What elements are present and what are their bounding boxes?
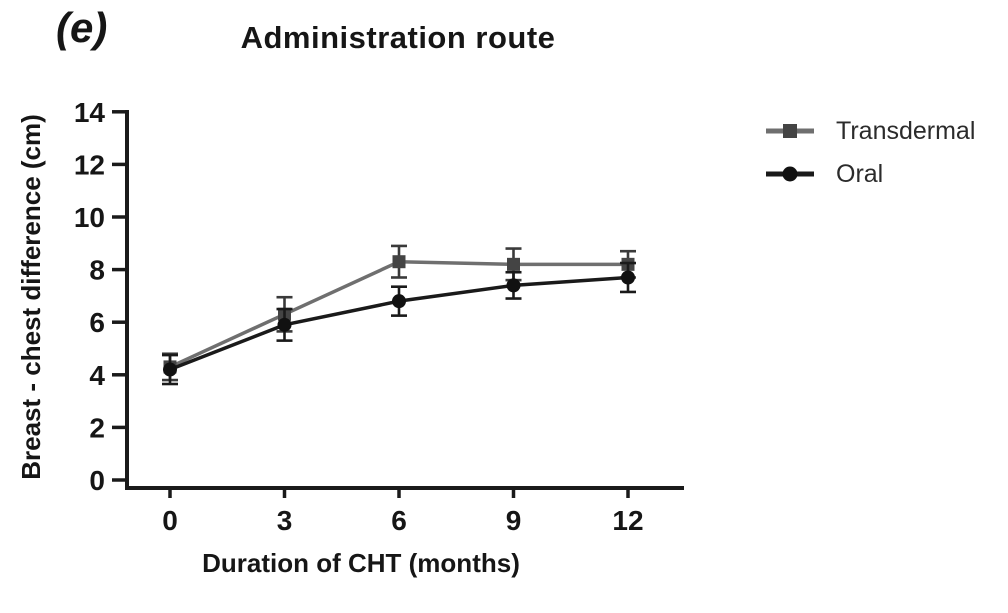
chart-title: Administration route [240, 20, 556, 55]
legend-label-transdermal: Transdermal [836, 116, 976, 145]
y-tick-label: 12 [74, 149, 105, 180]
y-axis-ticks: 0 2 4 6 8 10 12 14 [74, 97, 127, 496]
y-tick-label: 2 [89, 412, 105, 443]
legend-item-transdermal: Transdermal [766, 116, 975, 146]
data-point-circle [621, 270, 635, 285]
x-tick-label: 12 [612, 505, 643, 536]
y-tick-label: 10 [74, 202, 105, 233]
data-point-circle [163, 362, 177, 377]
x-axis-ticks: 0 3 6 9 12 [162, 488, 644, 536]
x-tick-label: 9 [506, 505, 522, 536]
data-point-circle [392, 294, 406, 309]
data-point-circle [277, 317, 292, 332]
axes [125, 110, 684, 490]
data-point-square [392, 255, 406, 269]
chart-legend: Transdermal Oral [766, 116, 975, 189]
x-tick-label: 0 [162, 505, 178, 536]
x-tick-label: 3 [277, 505, 293, 536]
y-tick-label: 6 [89, 307, 105, 338]
series-oral [162, 261, 636, 386]
legend-label-oral: Oral [836, 159, 884, 188]
y-tick-label: 0 [89, 465, 105, 496]
y-axis-title: Breast - chest difference (cm) [16, 114, 46, 480]
y-tick-label: 14 [74, 97, 106, 128]
panel-label: (e) [56, 4, 108, 51]
legend-item-oral: Oral [766, 159, 975, 189]
transdermal-series-symbol [766, 124, 814, 138]
y-tick-label: 8 [89, 255, 105, 286]
x-tick-label: 6 [391, 505, 407, 536]
data-point-square [507, 257, 520, 271]
data-point-circle [506, 278, 521, 293]
oral-series-symbol [766, 166, 814, 182]
x-axis-title: Duration of CHT (months) [202, 548, 520, 578]
y-tick-label: 4 [89, 360, 105, 391]
